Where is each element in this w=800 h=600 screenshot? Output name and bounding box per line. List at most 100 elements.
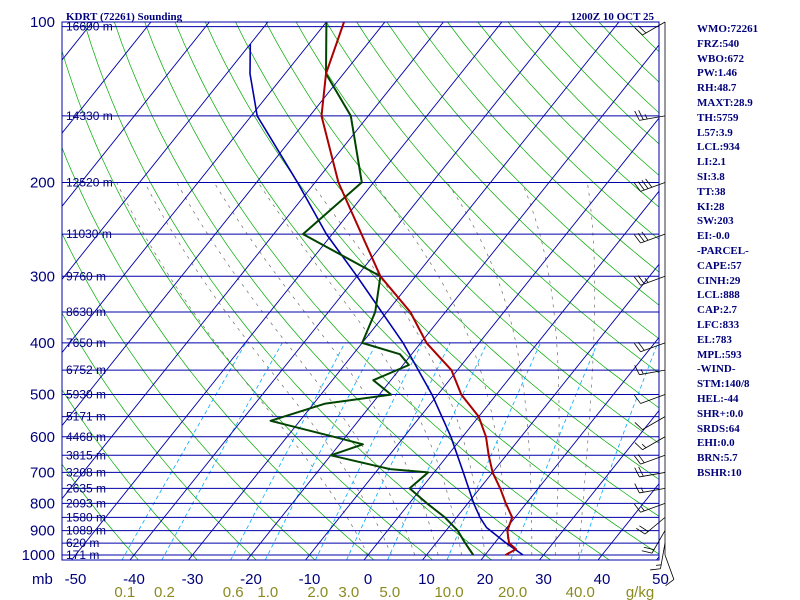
pressure-tick-label: 1000	[22, 547, 55, 564]
dry-adiabat	[204, 22, 659, 517]
temperature-tick-label: -50	[65, 571, 87, 588]
temperature-tick-label: -10	[299, 571, 321, 588]
wind-barb	[634, 275, 666, 286]
isotherm	[129, 22, 561, 560]
wind-barb	[641, 530, 666, 554]
dry-adiabat	[356, 22, 659, 340]
mixing-ratio-line	[264, 342, 377, 560]
wind-barb	[634, 394, 666, 404]
index-item: CAPE:57	[697, 259, 742, 272]
wind-barb	[634, 436, 666, 451]
pressure-tick-label: 600	[30, 429, 55, 446]
mixing-ratio-label: 2.0	[307, 584, 328, 600]
temperature-tick-label: 0	[364, 571, 372, 588]
height-label: 1580 m	[66, 510, 106, 524]
height-label: 16690 m	[66, 20, 113, 34]
isotherm	[363, 190, 659, 560]
index-item: LFC:833	[697, 318, 740, 331]
isotherm	[70, 22, 503, 560]
index-item: KI:28	[697, 200, 725, 213]
wind-barb	[634, 21, 666, 36]
dry-adiabat	[62, 312, 257, 560]
isotherm	[62, 22, 210, 207]
dry-adiabat	[386, 22, 659, 306]
dry-adiabat	[416, 22, 659, 273]
moist-adiabat	[578, 182, 596, 556]
moist-adiabat	[521, 182, 560, 556]
isotherm	[62, 22, 444, 500]
temperature-tick-label: 20	[477, 571, 494, 588]
index-item: BRN:5.7	[697, 452, 738, 465]
height-label: 3208 m	[66, 465, 106, 479]
temperature-tick-label: -40	[123, 571, 145, 588]
dewpoint-trace	[269, 22, 475, 556]
index-item: LCL:888	[697, 289, 740, 302]
temperature-trace	[320, 22, 517, 556]
wind-barb	[634, 454, 666, 465]
isotherm	[304, 117, 659, 560]
pressure-tick-label: 700	[30, 464, 55, 481]
height-label: 171 m	[66, 548, 99, 562]
isotherm	[62, 22, 327, 354]
height-label: 8630 m	[66, 305, 106, 319]
parcel-trace	[249, 44, 524, 556]
moist-adiabat	[213, 182, 439, 556]
station-title: KDRT (72261) Sounding	[66, 11, 183, 23]
index-item: SHR+:0.0	[697, 407, 744, 420]
index-item: PW:1.46	[697, 67, 738, 80]
index-item: SI:3.8	[697, 170, 725, 183]
x-unit-label: mb	[32, 571, 53, 588]
height-label: 3815 m	[66, 448, 106, 462]
height-label: 9760 m	[66, 269, 106, 283]
moist-adiabat	[116, 182, 369, 556]
mixing-ratio-label: 1.0	[257, 584, 278, 600]
temperature-tick-label: -30	[182, 571, 204, 588]
wind-barb	[634, 416, 666, 430]
index-item: MPL:593	[697, 348, 742, 361]
sounding-indices: WMO:72261 FRZ:540 WBO:672 PW:1.46 RH:48.7 MAX…	[697, 22, 797, 481]
dry-adiabat	[62, 389, 198, 560]
index-item: LCL:934	[697, 141, 740, 154]
mixing-ratio-line	[387, 342, 488, 560]
wind-barb	[636, 517, 666, 535]
mixing-ratio-line	[121, 342, 247, 560]
mixing-ratio-label: 0.6	[223, 584, 244, 600]
dry-adiabat	[62, 463, 139, 560]
index-item: L57:3.9	[697, 126, 733, 139]
mixing-ratio-line	[446, 342, 541, 560]
pressure-tick-label: 800	[30, 495, 55, 512]
wind-barb	[664, 554, 675, 586]
temperature-tick-label: 10	[418, 571, 435, 588]
wind-barb	[634, 466, 666, 478]
pressure-tick-label: 400	[30, 335, 55, 352]
pressure-tick-label: 900	[30, 523, 55, 540]
temperature-tick-label: 30	[535, 571, 552, 588]
index-item: SRDS:64	[697, 422, 740, 435]
dry-adiabat	[235, 22, 659, 480]
temperature-tick-label: 40	[594, 571, 611, 588]
height-label: 1089 m	[66, 524, 106, 538]
height-label: 14330 m	[66, 109, 113, 123]
height-label: 5930 m	[66, 388, 106, 402]
dry-adiabat	[326, 22, 659, 374]
isotherm	[538, 409, 659, 560]
height-label: 4468 m	[66, 430, 106, 444]
mixing-ratio-line	[230, 342, 346, 560]
height-label: 7650 m	[66, 336, 106, 350]
index-item: WBO:672	[697, 52, 745, 65]
plot-background	[62, 22, 659, 560]
mixing-ratio-line	[346, 342, 451, 560]
isotherm	[62, 22, 269, 281]
wind-barb	[634, 178, 666, 192]
dry-adiabat	[174, 22, 659, 555]
mixing-ratio-label: 10.0	[434, 584, 463, 600]
moist-adiabat	[374, 182, 509, 556]
height-label: 620 m	[66, 536, 99, 550]
height-label: 11030 m	[66, 227, 112, 241]
pressure-tick-label: 100	[30, 14, 55, 31]
mixing-ratio-unit: g/kg	[626, 584, 654, 600]
moist-adiabat	[447, 182, 533, 555]
wind-barb	[634, 231, 666, 244]
index-item: LI:2.1	[697, 156, 727, 169]
index-item: FRZ:540	[697, 37, 740, 50]
